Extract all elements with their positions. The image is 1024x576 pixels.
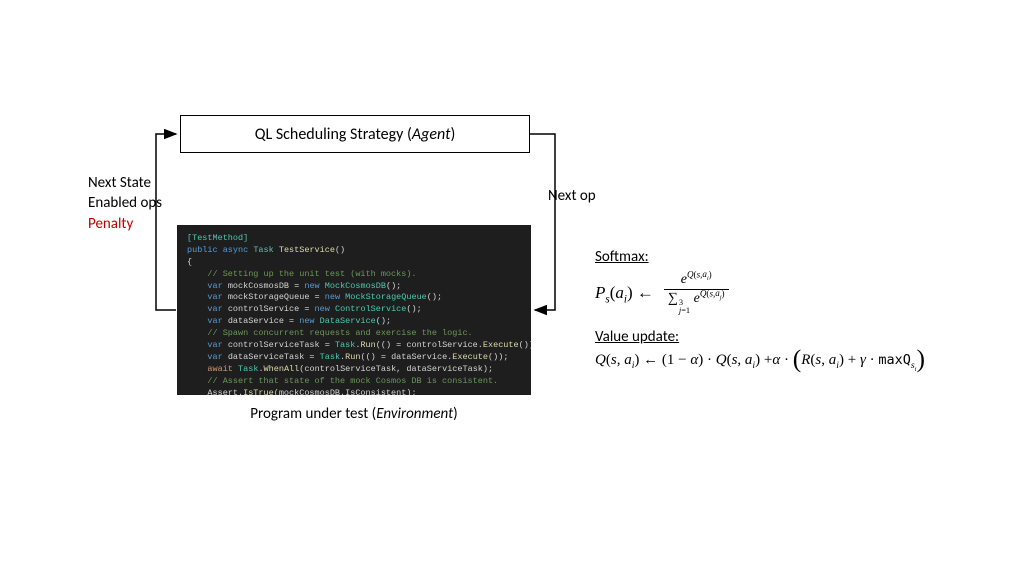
label-penalty: Penalty [88,214,162,234]
agent-label-close: ) [450,125,455,144]
agent-label-text: QL Scheduling Strategy ( [255,125,412,144]
label-next-state: Next State [88,173,162,193]
env-caption: Program under test (Environment) [177,405,531,423]
agent-label-italic: Agent [412,125,451,144]
softmax-formula: Ps(ai) ← eQ(s,ai) ∑3j=1 eQ(s,aj) [595,272,1015,314]
value-update-formula: Q(s, ai) ← (1 − α) · Q(s, ai) +α · (R(s,… [595,352,1015,370]
agent-label: QL Scheduling Strategy (Agent) [255,125,456,144]
left-labels: Next State Enabled ops Penalty [88,173,162,234]
softmax-heading: Softmax: [595,248,1015,266]
arrow-agent-to-env [530,134,555,310]
math-region: Softmax: Ps(ai) ← eQ(s,ai) ∑3j=1 eQ(s,aj… [595,248,1015,384]
label-enabled-ops: Enabled ops [88,193,162,213]
code-box: [TestMethod]public async Task TestServic… [177,225,531,395]
diagram-root: QL Scheduling Strategy (Agent) [TestMeth… [0,0,1024,576]
value-update-heading: Value update: [595,328,1015,346]
agent-box: QL Scheduling Strategy (Agent) [180,115,530,153]
label-next-op: Next op [548,187,596,205]
